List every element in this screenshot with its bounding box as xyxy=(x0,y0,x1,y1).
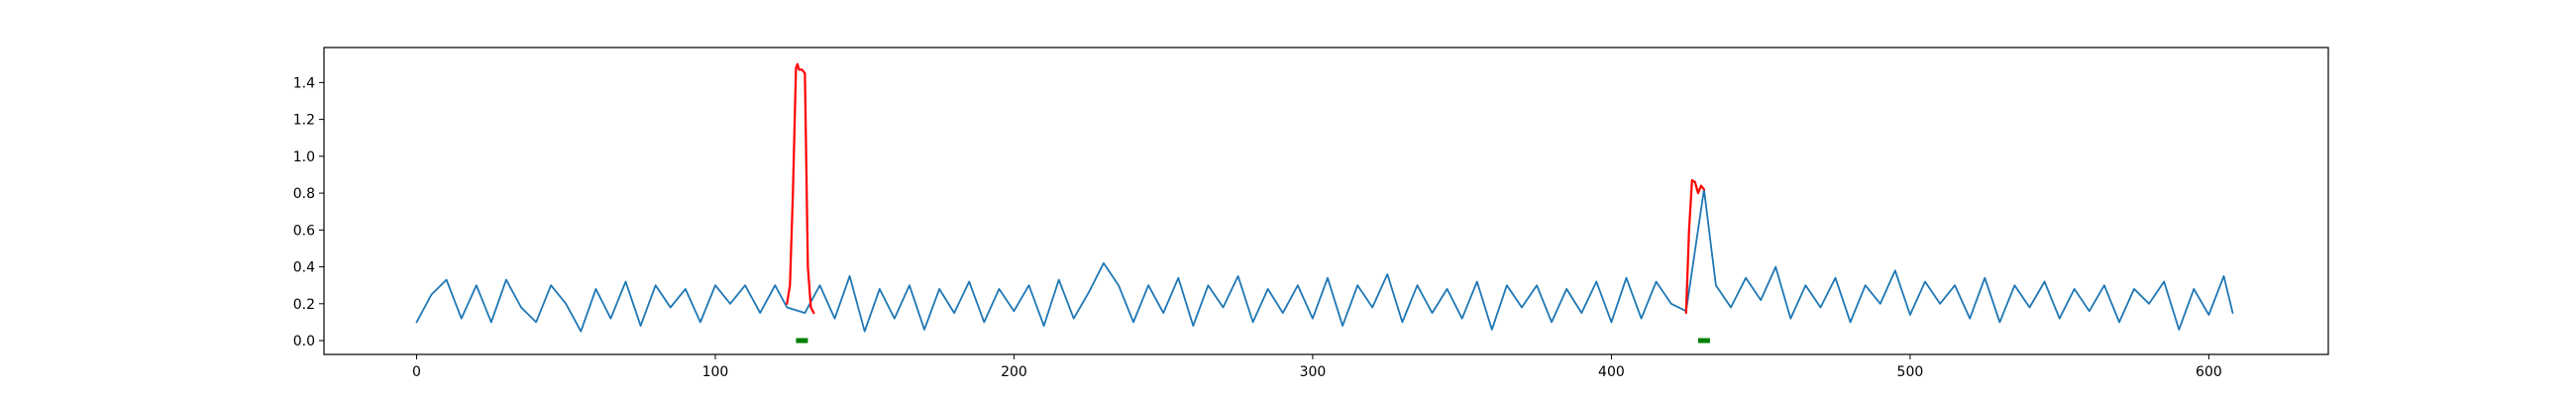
y-tick-label: 0.6 xyxy=(293,223,315,239)
x-tick-label: 200 xyxy=(1001,364,1027,380)
x-tick-label: 0 xyxy=(412,364,421,380)
series-line-anomaly-1 xyxy=(786,62,815,315)
series-line-signal xyxy=(415,188,2234,333)
y-tick-label: 0.4 xyxy=(293,260,315,276)
y-tick-label: 0.8 xyxy=(293,186,315,202)
x-tick-label: 100 xyxy=(702,364,729,380)
plot-frame xyxy=(323,47,2329,355)
y-tick-label: 1.4 xyxy=(293,75,315,91)
y-tick-label: 0.0 xyxy=(293,334,315,349)
y-tick-label: 1.2 xyxy=(293,113,315,129)
axes-layer: 0 100 200 300 400 500 600 0.0 0.2 0.4 0.6 0.8 1.0 1.2… xyxy=(293,75,2222,380)
x-tick-label: 600 xyxy=(2196,364,2222,380)
marks-layer xyxy=(415,62,2234,344)
x-tick-label: 400 xyxy=(1598,364,1625,380)
y-tick-label: 1.0 xyxy=(293,149,315,165)
x-tick-label: 500 xyxy=(1897,364,1924,380)
y-tick-label: 0.2 xyxy=(293,297,315,313)
series-line-anomaly-2 xyxy=(1684,179,1706,315)
x-tick-label: 300 xyxy=(1300,364,1327,380)
